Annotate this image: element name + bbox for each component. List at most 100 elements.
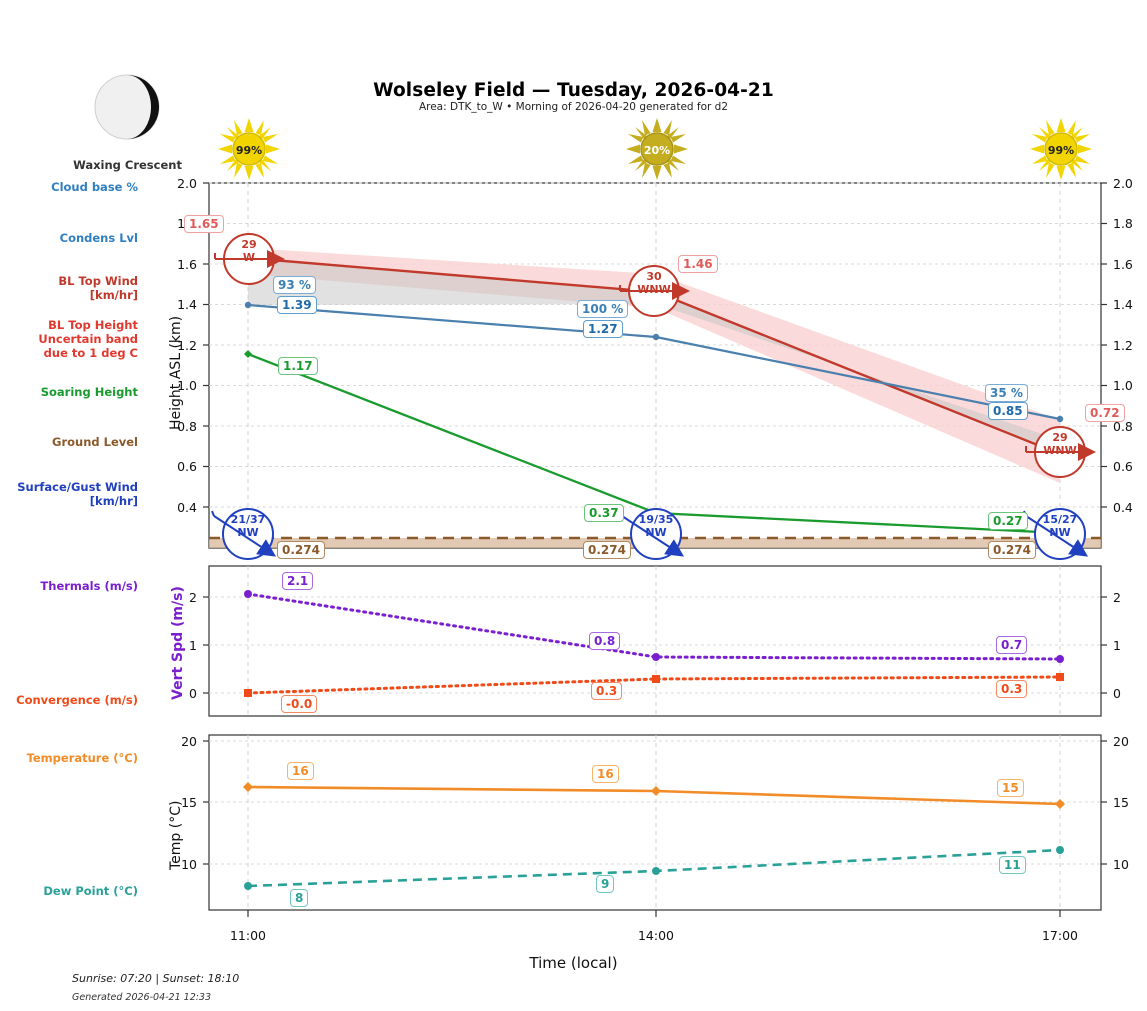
legend-bl-top-height: BL Top Height Uncertain band due to 1 de… bbox=[38, 318, 138, 360]
ytick-p2-r-2: 0 bbox=[1113, 686, 1121, 701]
xtick-1100: 11:00 bbox=[229, 928, 267, 943]
bl-wind-speed-1400: 30 bbox=[646, 270, 662, 283]
moon-phase-icon bbox=[92, 72, 162, 142]
ytick-p3-r-0: 20 bbox=[1113, 734, 1129, 749]
ytick-p3-l-2: 10 bbox=[181, 857, 197, 872]
sfc-wind-text-1400: 19/35 NW bbox=[631, 513, 681, 539]
sfc-wind-text-1700: 15/27 NW bbox=[1035, 513, 1085, 539]
value-ground-1400: 0.274 bbox=[583, 541, 631, 559]
sfc-wind-dir-1700: NW bbox=[1049, 525, 1071, 539]
value-cloudbase-pct-1400: 100 % bbox=[577, 300, 629, 318]
value-dew-1100: 8 bbox=[290, 889, 309, 907]
value-cloudbase-pct-1700: 35 % bbox=[985, 384, 1028, 402]
ytick-p1-l-8: 0.4 bbox=[177, 500, 197, 515]
ytick-p1-l-0: 2.0 bbox=[177, 176, 197, 191]
value-dew-1400: 9 bbox=[596, 875, 615, 893]
value-temp-1700: 15 bbox=[997, 779, 1024, 797]
value-thermals-1400: 0.8 bbox=[589, 632, 621, 650]
value-soaring-1400: 0.37 bbox=[584, 504, 624, 522]
value-cloudbase-1700: 0.85 bbox=[988, 402, 1028, 420]
ytick-p2-r-1: 1 bbox=[1113, 638, 1121, 653]
value-convergence-1700: 0.3 bbox=[996, 680, 1028, 698]
value-cloudbase-1100: 1.39 bbox=[277, 296, 317, 314]
ytick-p1-l-3: 1.4 bbox=[177, 297, 197, 312]
page-title: Wolseley Field — Tuesday, 2026-04-21 bbox=[373, 80, 774, 101]
legend-soaring-height: Soaring Height bbox=[40, 385, 138, 399]
bl-wind-dir-1700: WNW bbox=[1043, 443, 1077, 457]
legend-thermals: Thermals (m/s) bbox=[40, 579, 138, 593]
sun-pct-1100: 99% bbox=[235, 144, 263, 157]
ytick-p2-l-1: 1 bbox=[189, 638, 197, 653]
ytick-p3-r-2: 10 bbox=[1113, 857, 1129, 872]
sfc-wind-dir-1100: NW bbox=[237, 525, 259, 539]
value-thermals-1100: 2.1 bbox=[282, 572, 314, 590]
legend-surface-gust-wind: Surface/Gust Wind [km/hr] bbox=[17, 480, 138, 508]
surface-wind-barb-1400 bbox=[619, 508, 685, 560]
value-convergence-1100: -0.0 bbox=[281, 695, 318, 713]
value-ground-1700: 0.274 bbox=[988, 541, 1036, 559]
ytick-p1-r-5: 1.0 bbox=[1113, 378, 1133, 393]
ytick-p1-r-7: 0.6 bbox=[1113, 459, 1133, 474]
bl-top-wind-barb-1100 bbox=[214, 233, 285, 285]
sun-badge-1100 bbox=[218, 118, 280, 180]
ytick-p3-l-1: 15 bbox=[181, 795, 197, 810]
xtick-1700: 17:00 bbox=[1041, 928, 1079, 943]
bl-wind-dir-1100: W bbox=[242, 250, 256, 264]
ytick-p3-l-0: 20 bbox=[181, 734, 197, 749]
sfc-wind-text-1100: 21/37 NW bbox=[223, 513, 273, 539]
value-dew-1700: 11 bbox=[999, 856, 1026, 874]
bl-top-wind-barb-1400 bbox=[619, 265, 690, 317]
ytick-p1-r-6: 0.8 bbox=[1113, 419, 1133, 434]
sun-badge-1400 bbox=[626, 118, 688, 180]
value-soaring-1700: 0.27 bbox=[988, 512, 1028, 530]
value-temp-1400: 16 bbox=[592, 765, 619, 783]
ytick-p3-r-1: 15 bbox=[1113, 795, 1129, 810]
ytick-p1-l-7: 0.6 bbox=[177, 459, 197, 474]
ytick-p1-l-2: 1.6 bbox=[177, 257, 197, 272]
sun-pct-1400: 20% bbox=[643, 144, 671, 157]
value-ground-1100: 0.274 bbox=[277, 541, 325, 559]
surface-wind-barb-1700 bbox=[1023, 508, 1089, 560]
ytick-p1-r-1: 1.8 bbox=[1113, 216, 1133, 231]
ytick-p1-l-4: 1.2 bbox=[177, 338, 197, 353]
footer-sun-times: Sunrise: 07:20 | Sunset: 18:10 bbox=[72, 972, 240, 985]
bl-top-wind-barb-1700 bbox=[1025, 426, 1096, 478]
value-cloudbase-pct-1100: 93 % bbox=[273, 276, 316, 294]
sun-pct-1700: 99% bbox=[1047, 144, 1075, 157]
surface-wind-barb-1100 bbox=[211, 508, 277, 560]
ytick-p1-r-3: 1.4 bbox=[1113, 297, 1133, 312]
legend-temperature: Temperature (°C) bbox=[26, 751, 138, 765]
ytick-p2-l-0: 2 bbox=[189, 590, 197, 605]
value-temp-1100: 16 bbox=[287, 762, 314, 780]
bl-wind-text-1100: 29 W bbox=[224, 238, 274, 264]
ytick-p1-l-6: 0.8 bbox=[177, 419, 197, 434]
sfc-wind-speed-1400: 19/35 bbox=[638, 513, 674, 526]
bl-wind-dir-1400: WNW bbox=[637, 282, 671, 296]
legend-bl-top-wind: BL Top Wind [km/hr] bbox=[58, 274, 138, 302]
legend-convergence: Convergence (m/s) bbox=[16, 693, 138, 707]
xtick-1400: 14:00 bbox=[637, 928, 675, 943]
ytick-p1-r-8: 0.4 bbox=[1113, 500, 1133, 515]
value-thermals-1700: 0.7 bbox=[996, 636, 1028, 654]
panel1-y-axis-title: Height ASL (km) bbox=[168, 315, 184, 430]
sfc-wind-dir-1400: NW bbox=[645, 525, 667, 539]
value-convergence-1400: 0.3 bbox=[591, 682, 623, 700]
sfc-wind-speed-1700: 15/27 bbox=[1042, 513, 1078, 526]
legend-ground-level: Ground Level bbox=[52, 435, 138, 449]
bl-wind-text-1700: 29 WNW bbox=[1035, 431, 1085, 457]
bl-wind-speed-1700: 29 bbox=[1052, 431, 1068, 444]
ytick-p1-l-5: 1.0 bbox=[177, 378, 197, 393]
value-condens-lvl-1100: 1.65 bbox=[184, 215, 224, 233]
legend-condens-lvl: Condens Lvl bbox=[59, 231, 138, 245]
sfc-wind-speed-1100: 21/37 bbox=[230, 513, 266, 526]
value-condens-lvl-1400: 1.46 bbox=[678, 255, 718, 273]
ytick-p1-r-0: 2.0 bbox=[1113, 176, 1133, 191]
moon-phase-label: Waxing Crescent bbox=[73, 158, 182, 172]
bl-wind-speed-1100: 29 bbox=[241, 238, 257, 251]
ytick-p2-l-2: 0 bbox=[189, 686, 197, 701]
x-axis-title: Time (local) bbox=[529, 954, 618, 972]
value-cloudbase-1400: 1.27 bbox=[583, 320, 623, 338]
ytick-p2-r-0: 2 bbox=[1113, 590, 1121, 605]
ytick-p1-r-2: 1.6 bbox=[1113, 257, 1133, 272]
